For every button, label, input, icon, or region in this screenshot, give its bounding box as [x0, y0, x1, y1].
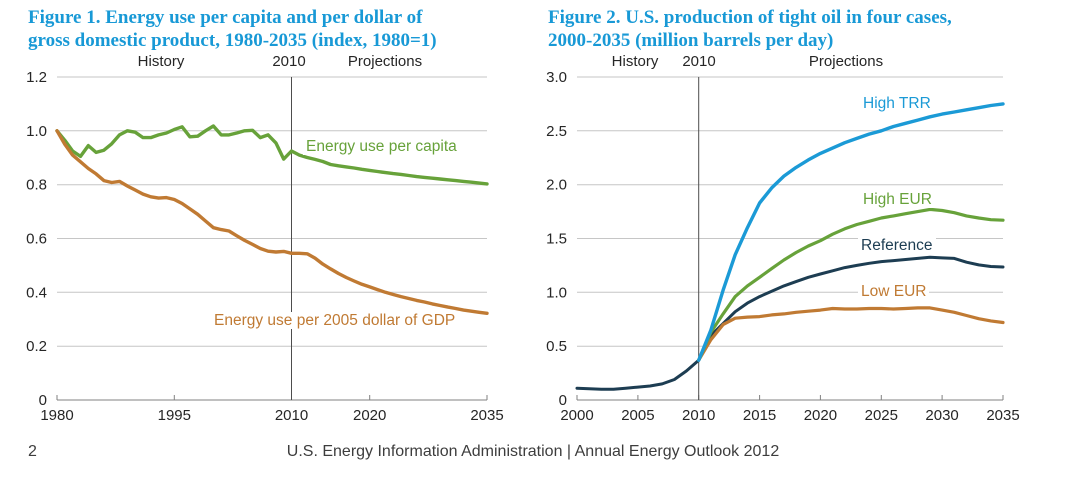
svg-text:3.0: 3.0 [546, 69, 567, 86]
svg-text:2035: 2035 [986, 407, 1019, 424]
svg-text:0: 0 [39, 392, 47, 409]
svg-text:0.8: 0.8 [26, 177, 47, 194]
svg-text:2030: 2030 [925, 407, 958, 424]
svg-text:0: 0 [559, 392, 567, 409]
svg-text:2035: 2035 [470, 407, 503, 424]
figure1-projections-label: Projections [347, 53, 423, 70]
figure1-title-line2: gross domestic product, 1980-2035 (index… [28, 30, 437, 51]
svg-text:2020: 2020 [804, 407, 837, 424]
svg-text:2000: 2000 [560, 407, 593, 424]
svg-text:1.2: 1.2 [26, 69, 47, 86]
svg-text:1995: 1995 [158, 407, 191, 424]
figure2-line-chart: 0 0.5 1.0 1.5 2.0 2.5 3.0 2000 2005 2010 2015 2020 2… [546, 69, 1020, 424]
svg-text:1980: 1980 [40, 407, 73, 424]
svg-text:2015: 2015 [743, 407, 776, 424]
figure1-history-label: History [137, 53, 185, 70]
svg-text:0.2: 0.2 [26, 338, 47, 355]
svg-text:0.6: 0.6 [26, 231, 47, 248]
page-number: 2 [28, 443, 37, 460]
footer-text: U.S. Energy Information Administration |… [286, 443, 780, 460]
figure2-title: Figure 2. U.S. production of tight oil i… [548, 6, 952, 52]
series-label-high-eur: High EUR [860, 191, 935, 208]
series-label-high-trr: High TRR [860, 95, 934, 112]
series-label-reference: Reference [858, 237, 936, 254]
svg-text:2010: 2010 [275, 407, 308, 424]
svg-text:2025: 2025 [865, 407, 898, 424]
svg-text:1.0: 1.0 [26, 123, 47, 140]
svg-text:1.5: 1.5 [546, 231, 567, 248]
figure1-2010-label: 2010 [272, 53, 306, 70]
figure2-history-label: History [611, 53, 659, 70]
figure1-title-line1: Figure 1. Energy use per capita and per … [28, 7, 423, 28]
svg-text:1.0: 1.0 [546, 284, 567, 301]
figure2-title-line1: Figure 2. U.S. production of tight oil i… [548, 7, 952, 28]
figure2-projections-label: Projections [808, 53, 884, 70]
svg-text:0.4: 0.4 [26, 284, 47, 301]
svg-text:2010: 2010 [682, 407, 715, 424]
figure2-2010-label: 2010 [682, 53, 716, 70]
svg-text:2005: 2005 [621, 407, 654, 424]
figure1-line-chart: 0 0.2 0.4 0.6 0.8 1.0 1.2 1980 1995 2010 2020 2035 [26, 69, 504, 424]
figure2-title-line2: 2000-2035 (million barrels per day) [548, 30, 834, 51]
series-label-energy-per-capita: Energy use per capita [303, 138, 460, 155]
svg-text:2.5: 2.5 [546, 123, 567, 140]
series-label-low-eur: Low EUR [858, 283, 930, 300]
svg-text:2020: 2020 [353, 407, 386, 424]
series-label-energy-per-gdp: Energy use per 2005 dollar of GDP [211, 312, 459, 329]
figure1-title: Figure 1. Energy use per capita and per … [28, 6, 437, 52]
svg-text:0.5: 0.5 [546, 338, 567, 355]
svg-text:2.0: 2.0 [546, 177, 567, 194]
